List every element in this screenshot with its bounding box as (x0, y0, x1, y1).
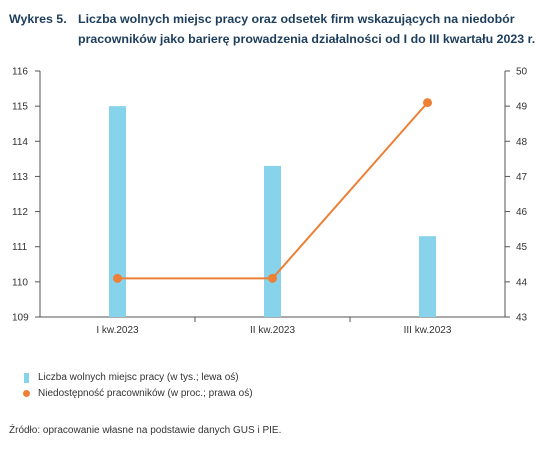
left-tick-label: 114 (12, 137, 28, 148)
line-point (113, 273, 122, 283)
legend-label-bars: Liczba wolnych miejsc pracy (w tys.; lew… (38, 372, 239, 383)
legend-bar-swatch (24, 373, 29, 383)
right-tick-label: 47 (516, 172, 528, 183)
left-tick-label: 116 (12, 67, 28, 78)
left-tick-label: 111 (12, 242, 28, 253)
title-line-1: Liczba wolnych miejsc pracy oraz odsetek… (78, 12, 515, 26)
bar (419, 236, 436, 317)
right-tick-label: 50 (516, 67, 528, 78)
left-tick-label: 112 (12, 207, 28, 218)
x-tick-label: III kw.2023 (404, 325, 452, 336)
right-tick-label: 46 (516, 207, 528, 218)
right-tick-label: 44 (516, 277, 528, 288)
legend-label-line: Niedostępność pracowników (w proc.; praw… (38, 388, 253, 399)
source-note: Źródło: opracowanie własne na podstawie … (9, 425, 282, 436)
right-tick-label: 49 (516, 102, 528, 113)
figure-label: Wykres 5. (9, 12, 67, 26)
line-point (268, 273, 277, 283)
right-tick-label: 45 (516, 242, 528, 253)
bar (264, 165, 281, 317)
title-line-2: pracowników jako barierę prowadzenia dzi… (78, 32, 536, 46)
x-tick-label: I kw.2023 (96, 325, 139, 336)
left-tick-label: 115 (12, 102, 28, 113)
left-tick-label: 113 (12, 172, 28, 183)
bar (109, 106, 126, 318)
right-tick-label: 43 (516, 313, 528, 324)
right-tick-label: 48 (516, 137, 528, 148)
left-tick-label: 109 (12, 313, 29, 324)
x-tick-label: II kw.2023 (250, 325, 295, 336)
legend-dot-swatch (23, 390, 30, 397)
line-point (423, 98, 432, 108)
left-tick-label: 110 (12, 277, 28, 288)
